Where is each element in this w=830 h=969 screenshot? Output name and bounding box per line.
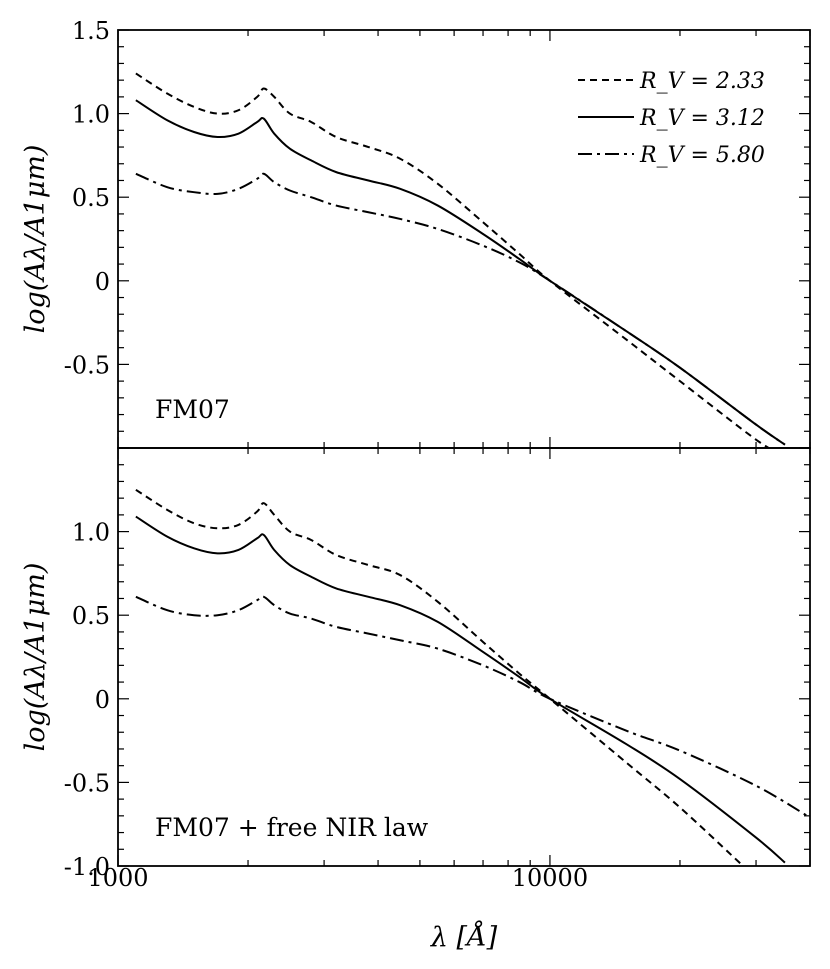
x-tick-label: 1000 [87,864,148,892]
panel-1: -0.5 0 0.5 1.0 1.5 log(Aλ/A1μm) FM07 R_V = 2.33… [20,17,811,449]
x-axis-label: λ [Å] [430,920,498,953]
series-line-dashed [135,72,771,448]
series-line-dashdot [135,595,810,819]
y-tick-label: 1.0 [72,519,110,547]
panel-2: -1.0 -0.5 0 0.5 1.0 1000 10000 log(Aλ/A1μm) λ [Å… [20,447,811,953]
y-tick-label: 1.5 [72,17,110,45]
y-axis-label: log(Aλ/A1μm) [20,563,51,752]
y-tick-label: -0.5 [64,769,110,797]
legend-entry: R_V = 2.33 [639,69,765,94]
y-tick-label: -1.0 [64,853,110,881]
panels: -0.5 0 0.5 1.0 1.5 log(Aλ/A1μm) FM07 R_V = 2.33… [20,17,811,953]
y-tick-label: 0.5 [72,602,110,630]
series-line-dashed [135,488,744,866]
legend: R_V = 2.33 R_V = 3.12 R_V = 5.80 [578,69,765,168]
series-line-solid [135,515,786,864]
x-tick-label: 10000 [512,864,588,892]
y-axis-label: log(Aλ/A1μm) [20,145,51,334]
plot-frame [117,447,811,867]
y-tick-label: 1.0 [72,101,110,129]
panel-label: FM07 + free NIR law [155,813,429,842]
y-tick-label: -0.5 [64,351,110,379]
legend-entry: R_V = 5.80 [639,143,765,168]
y-tick-label: 0.5 [72,184,110,212]
legend-entry: R_V = 3.12 [639,106,765,131]
series-line-dashdot [135,172,786,446]
y-tick-label: 0 [95,686,110,714]
y-tick-label: 0 [95,268,110,296]
panel-label: FM07 [155,395,230,424]
